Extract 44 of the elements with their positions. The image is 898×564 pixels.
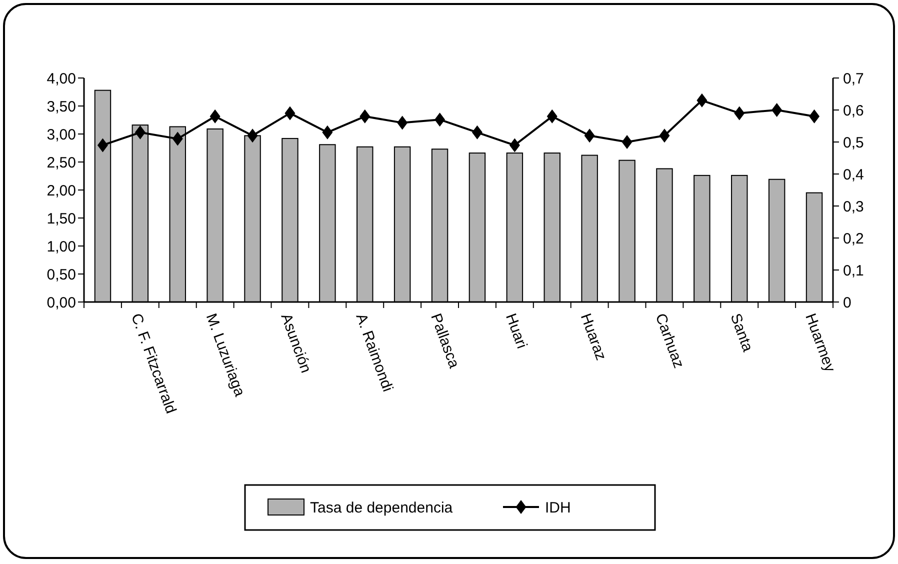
point [397, 116, 408, 130]
x-tick-label: Pallasca [427, 311, 463, 372]
point [472, 125, 482, 140]
point [509, 138, 520, 152]
point [622, 135, 632, 149]
y-tick-label: 4,00 [46, 70, 76, 88]
point [210, 109, 220, 124]
y2-tick-label: 0,2 [843, 230, 864, 248]
y-tick-label: 1,00 [46, 238, 76, 256]
y-tick-label: 3,00 [46, 126, 76, 144]
y-tick-label: 0,00 [46, 294, 76, 312]
point [584, 128, 595, 143]
y-tick-label: 2,50 [46, 154, 76, 172]
point [546, 109, 558, 124]
point [322, 125, 333, 140]
x-tick-label: Santa [726, 311, 756, 355]
point [734, 106, 745, 120]
legend-label: IDH [545, 499, 571, 516]
point [172, 132, 183, 146]
point [659, 128, 670, 143]
point [284, 106, 296, 120]
point [696, 93, 708, 108]
point [247, 128, 258, 143]
y-tick-label: 3,50 [46, 98, 76, 116]
y2-tick-label: 0,4 [843, 166, 864, 184]
point [434, 112, 446, 127]
point [809, 109, 820, 124]
x-tick-label: Huari [502, 311, 530, 351]
y2-tick-label: 0 [843, 294, 852, 312]
y2-tick-label: 0,6 [843, 102, 864, 120]
point [134, 125, 146, 140]
y2-tick-label: 0,1 [843, 262, 864, 280]
legend-label: Tasa de dependencia [310, 499, 454, 516]
y2-tick-label: 0,5 [843, 134, 864, 152]
y2-tick-label: 0,3 [843, 198, 864, 216]
point [772, 103, 782, 117]
point [360, 109, 370, 124]
y-tick-label: 0,50 [46, 266, 76, 284]
x-tick-label: Huaraz [576, 311, 610, 363]
y2-tick-label: 0,7 [843, 70, 864, 88]
x-tick-label: Carhuaz [652, 311, 688, 370]
point [97, 138, 108, 152]
y-tick-label: 2,00 [46, 182, 76, 200]
y-tick-label: 1,50 [46, 210, 76, 228]
